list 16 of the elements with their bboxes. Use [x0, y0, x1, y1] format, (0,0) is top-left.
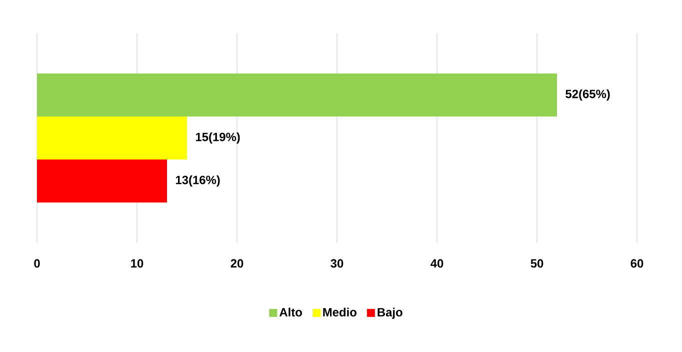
data-label: 52(65%) — [566, 89, 610, 101]
x-tick-label: 30 — [330, 259, 344, 268]
data-label: 15(19%) — [196, 132, 240, 144]
bar — [37, 116, 187, 160]
x-tick-label: 20 — [230, 259, 244, 268]
legend-label: Alto — [279, 308, 302, 316]
bar — [37, 160, 167, 202]
x-tick-label: 50 — [530, 259, 544, 268]
data-label: 13(16%) — [176, 175, 220, 187]
x-tick-label: 10 — [131, 259, 144, 268]
legend-label: Medio — [323, 308, 356, 316]
x-tick-label: 0 — [34, 259, 40, 268]
x-tick-label: 40 — [430, 259, 444, 268]
bar — [37, 74, 557, 116]
legend-label: Bajo — [378, 308, 402, 319]
x-tick-label: 60 — [630, 259, 644, 268]
